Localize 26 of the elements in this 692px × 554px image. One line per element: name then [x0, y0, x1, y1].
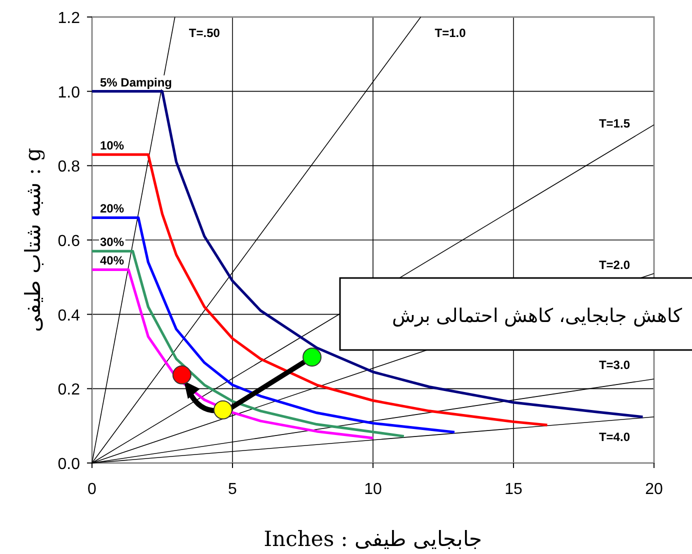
- y-tick-label: 0.6: [58, 233, 80, 250]
- y-tick-label: 0.0: [58, 456, 80, 473]
- y-tick-label: 0.2: [58, 382, 80, 399]
- series-label: T=1.5: [598, 116, 630, 131]
- x-tick-label: 0: [88, 481, 97, 498]
- x-tick-label: 10: [364, 481, 382, 498]
- series-label: T=2.0: [598, 258, 630, 272]
- series-label: 10%: [100, 138, 124, 153]
- y-axis-title: g : شبه شتاب طیفی: [21, 148, 45, 332]
- series-label: T=3.0: [598, 358, 630, 372]
- y-tick-label: 1.0: [58, 84, 80, 102]
- annotation: کاهش جابجایی، کاهش احتمالی برش: [392, 305, 683, 327]
- y-tick-label: 0.4: [58, 307, 80, 324]
- series-label: T=4.0: [598, 430, 630, 444]
- series-label: 20%: [100, 202, 124, 216]
- series-label: 30%: [100, 235, 124, 250]
- series-label: T=.50: [188, 26, 220, 40]
- series-label: 5% Damping: [100, 75, 172, 90]
- x-tick-label: 15: [504, 481, 522, 498]
- y-tick-label: 0.8: [58, 158, 80, 176]
- series-label: T=1.0: [434, 26, 466, 40]
- x-axis-title: Inches : جابجایی طیفی: [264, 527, 482, 551]
- y-tick-label: 1.2: [58, 10, 80, 27]
- x-tick-label: 20: [645, 481, 663, 498]
- x-tick-label: 5: [228, 481, 238, 498]
- series-label: 40%: [100, 254, 124, 268]
